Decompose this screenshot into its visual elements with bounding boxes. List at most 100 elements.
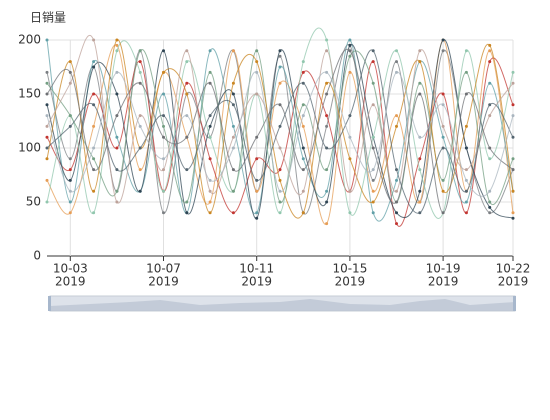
point — [208, 49, 212, 53]
point — [115, 168, 119, 172]
point — [45, 178, 49, 182]
point — [488, 200, 492, 204]
point — [45, 92, 49, 96]
point — [68, 168, 72, 172]
series — [45, 48, 515, 215]
point — [348, 38, 352, 42]
point — [68, 178, 72, 182]
point — [278, 103, 282, 107]
point — [371, 49, 375, 53]
point — [208, 157, 212, 161]
point — [255, 92, 259, 96]
point — [231, 124, 235, 128]
point — [162, 124, 165, 128]
point — [441, 92, 445, 96]
x-tick-label: 2019 — [498, 275, 529, 289]
point — [255, 178, 259, 182]
point — [348, 211, 352, 215]
point — [325, 124, 329, 128]
point — [138, 124, 142, 128]
point — [395, 200, 398, 204]
point — [441, 135, 445, 139]
point — [185, 114, 189, 118]
point — [488, 211, 492, 215]
point — [45, 157, 49, 161]
point — [371, 146, 375, 150]
point — [255, 70, 259, 74]
point — [348, 43, 352, 47]
series — [45, 70, 515, 197]
point — [488, 103, 492, 107]
series — [45, 38, 515, 219]
point — [464, 211, 468, 215]
point — [441, 211, 445, 215]
point — [208, 81, 212, 85]
point — [418, 92, 422, 96]
point — [68, 70, 72, 74]
point — [511, 103, 515, 107]
point — [441, 103, 445, 107]
point — [68, 157, 72, 161]
zoom-handle[interactable] — [48, 296, 51, 311]
point — [255, 49, 259, 53]
point — [45, 81, 49, 85]
x-tick-label: 10-11 — [239, 262, 274, 276]
point — [371, 81, 375, 85]
point — [371, 60, 375, 64]
point — [488, 205, 492, 209]
point — [348, 49, 352, 53]
point — [488, 81, 492, 85]
point — [371, 103, 375, 107]
point — [162, 211, 165, 215]
point — [138, 146, 142, 150]
line — [46, 27, 514, 220]
point — [325, 146, 329, 150]
point — [138, 114, 142, 118]
point — [278, 65, 282, 69]
point — [185, 211, 189, 215]
x-tick-label: 10-22 — [496, 262, 531, 276]
point — [138, 49, 142, 53]
y-axis-label: 日销量 — [30, 11, 66, 25]
point — [68, 60, 72, 64]
point — [325, 38, 329, 42]
point — [115, 189, 119, 193]
point — [115, 200, 119, 204]
point — [441, 178, 445, 182]
point — [68, 189, 72, 193]
point — [45, 146, 49, 150]
point — [464, 70, 468, 74]
point — [395, 168, 398, 172]
point — [325, 70, 329, 74]
point — [92, 157, 96, 161]
point — [301, 81, 305, 85]
point — [92, 38, 96, 42]
point — [231, 189, 235, 193]
data-zoom[interactable] — [48, 295, 516, 312]
point — [464, 146, 468, 150]
point — [371, 189, 375, 193]
point — [464, 168, 468, 172]
point — [325, 49, 329, 53]
point — [511, 189, 515, 193]
point — [395, 114, 398, 118]
zoom-handle[interactable] — [513, 296, 516, 311]
point — [418, 60, 422, 64]
point — [162, 168, 165, 172]
point — [441, 189, 445, 193]
point — [325, 92, 329, 96]
point — [115, 146, 119, 150]
point — [92, 60, 96, 64]
point — [45, 135, 49, 139]
point — [115, 92, 119, 96]
point — [68, 124, 72, 128]
point — [418, 157, 422, 161]
point — [488, 157, 492, 161]
point — [301, 60, 305, 64]
point — [301, 168, 305, 172]
point — [92, 189, 96, 193]
point — [115, 38, 119, 42]
point — [115, 114, 119, 118]
point — [255, 60, 259, 64]
